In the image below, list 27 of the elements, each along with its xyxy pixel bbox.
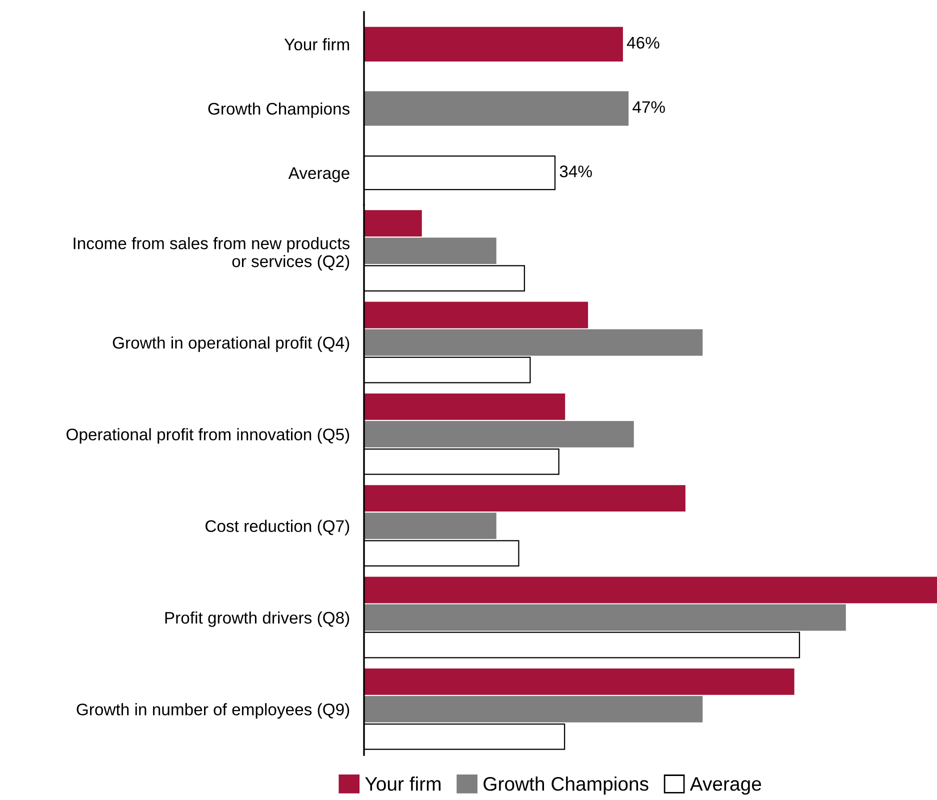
data-label: 46% bbox=[626, 36, 660, 49]
y-tick-label: Operational profit from innovation (Q5) bbox=[66, 428, 350, 444]
bar bbox=[364, 696, 703, 722]
y-tick-label: Income from sales from new products or services (Q2) bbox=[74, 237, 350, 271]
y-tick-label: Cost reduction (Q7) bbox=[206, 520, 350, 536]
y-tick-label: Average bbox=[288, 167, 350, 182]
bar bbox=[364, 485, 686, 512]
bar bbox=[364, 238, 496, 264]
bar bbox=[364, 604, 846, 631]
legend-label: Average bbox=[690, 777, 762, 795]
bar bbox=[364, 210, 422, 237]
y-tick-label: Growth in operational profit (Q4) bbox=[112, 336, 350, 352]
legend-label: Growth Champions bbox=[484, 776, 648, 795]
bar bbox=[364, 329, 703, 356]
y-tick-label: Profit growth drivers (Q8) bbox=[165, 611, 350, 627]
legend-label: Your firm bbox=[365, 776, 440, 791]
bar bbox=[364, 668, 794, 695]
y-tick-label: Growth Champions bbox=[208, 102, 350, 118]
bar bbox=[364, 393, 566, 420]
bar bbox=[364, 512, 496, 540]
y-tick-label: Your firm bbox=[284, 38, 350, 50]
bar bbox=[364, 302, 588, 328]
data-label: 47% bbox=[632, 101, 665, 113]
bar bbox=[364, 576, 937, 604]
bar bbox=[364, 420, 634, 448]
y-tick-label: Growth in number of employees (Q9) bbox=[76, 703, 350, 719]
data-label: 34% bbox=[560, 166, 592, 178]
